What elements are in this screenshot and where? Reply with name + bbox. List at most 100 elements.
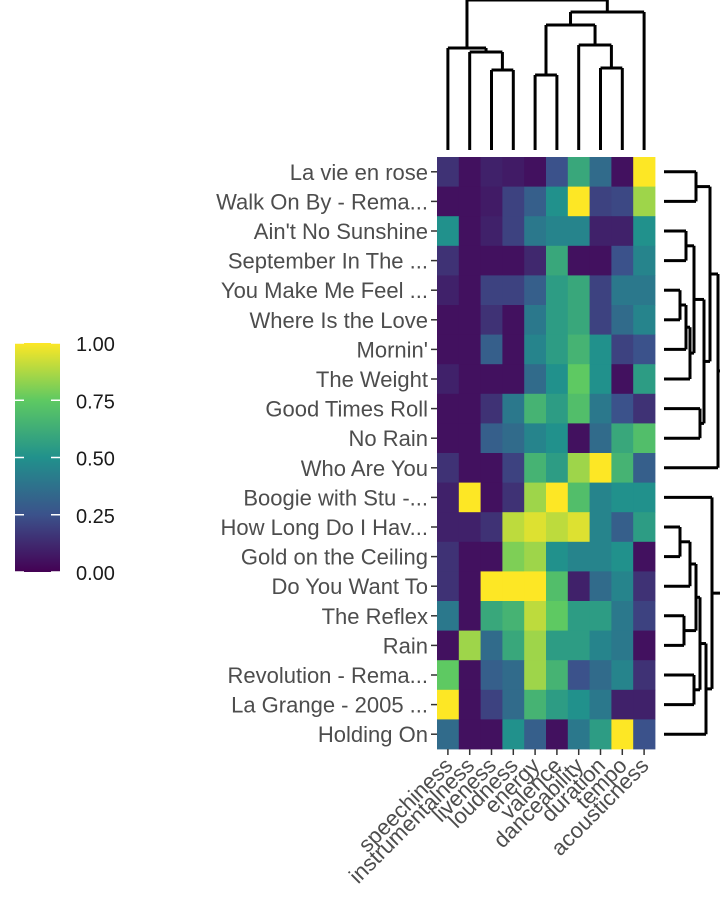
heatmap-cell [437,541,460,572]
heatmap-cell [589,334,612,365]
row-label: The Reflex [322,604,428,629]
heatmap-cell [611,305,634,335]
heatmap-cell [633,245,656,276]
heatmap-cell [589,393,612,424]
heatmap-cell [567,660,590,691]
heatmap-cell [458,245,481,276]
heatmap-cell [437,453,460,483]
heatmap-cell [437,689,460,720]
heatmap-cell [633,719,656,750]
heatmap-cell [633,364,656,395]
heatmap-cell [589,364,612,395]
heatmap-cell [458,601,481,631]
heatmap-cell [458,334,481,365]
heatmap-cell [458,660,481,691]
heatmap-cell [524,157,547,187]
heatmap-cell [546,423,569,454]
heatmap-cell [502,423,525,454]
heatmap-cell [437,157,460,187]
heatmap-cell [611,601,634,631]
column-dendrogram [446,0,646,150]
heatmap-cell [437,601,460,631]
heatmap-cell [502,512,525,543]
heatmap-cell [502,601,525,631]
heatmap-cell [633,660,656,691]
heatmap-cell [502,275,525,306]
heatmap-cell [480,453,503,483]
heatmap-cell [546,719,569,750]
heatmap-cell [502,571,525,602]
heatmap-cell [524,719,547,750]
heatmap-cell [458,157,481,187]
heatmap-cell [502,245,525,276]
legend-label: 0.75 [76,391,115,413]
row-label: La Grange - 2005 ... [231,693,428,718]
column-labels: speechinessinstrumentalnesslivenessloudn… [344,749,654,888]
heatmap-cell [589,423,612,454]
heatmap-cell [611,571,634,602]
heatmap-cell [589,630,612,661]
heatmap-cell [546,364,569,395]
heatmap-cell [458,393,481,424]
heatmap-cell [589,512,612,543]
heatmap-cell [567,453,590,483]
heatmap-cell [546,245,569,276]
row-label: Do You Want To [271,574,428,599]
heatmap-cell [502,186,525,217]
heatmap-cell [502,216,525,247]
heatmap-cell [480,601,503,631]
heatmap-cell [633,216,656,247]
heatmap-cell [480,630,503,661]
heatmap-cell [546,601,569,631]
heatmap-cell [524,305,547,335]
heatmap-cell [567,275,590,306]
heatmap-cell [633,630,656,661]
row-label: Mornin' [357,337,428,362]
heatmap-cell [633,275,656,306]
row-label: Ain't No Sunshine [254,219,428,244]
heatmap-cell [502,364,525,395]
heatmap-cell [502,689,525,720]
heatmap-cell [480,571,503,602]
row-labels: La vie en rose Walk On By - Rema... Ain't … [216,160,437,747]
heatmap-cell [546,660,569,691]
heatmap-cell [502,393,525,424]
heatmap-cell [589,216,612,247]
row-label: Good Times Roll [265,397,428,422]
heatmap-cell [524,541,547,572]
heatmap-cell [458,275,481,306]
heatmap-cell [589,541,612,572]
heatmap-cells [437,157,656,750]
heatmap-cell [480,216,503,247]
heatmap-cell [524,630,547,661]
heatmap-cell [480,393,503,424]
heatmap-cell [611,334,634,365]
heatmap-cell [437,660,460,691]
heatmap-cell [611,630,634,661]
heatmap-cell [546,630,569,661]
heatmap-cell [589,689,612,720]
row-label: September In The ... [228,249,428,274]
heatmap-cell [437,423,460,454]
legend-label: 0.25 [76,506,115,528]
heatmap-cell [458,689,481,720]
heatmap-cell [524,512,547,543]
heatmap-cell [480,719,503,750]
row-label: Where Is the Love [249,308,428,333]
heatmap-cell [458,216,481,247]
heatmap-cell [437,393,460,424]
heatmap-cell [480,423,503,454]
legend-label: 0.00 [76,563,115,585]
heatmap-cell [524,453,547,483]
heatmap-cell [524,275,547,306]
heatmap-cell [546,157,569,187]
heatmap-cell [611,364,634,395]
heatmap-cell [524,423,547,454]
heatmap-cell [567,571,590,602]
heatmap-cell [524,393,547,424]
heatmap-cell [546,216,569,247]
heatmap-cell [502,334,525,365]
heatmap-cell [589,601,612,631]
heatmap-cell [567,482,590,513]
legend-label: 0.50 [76,449,115,471]
